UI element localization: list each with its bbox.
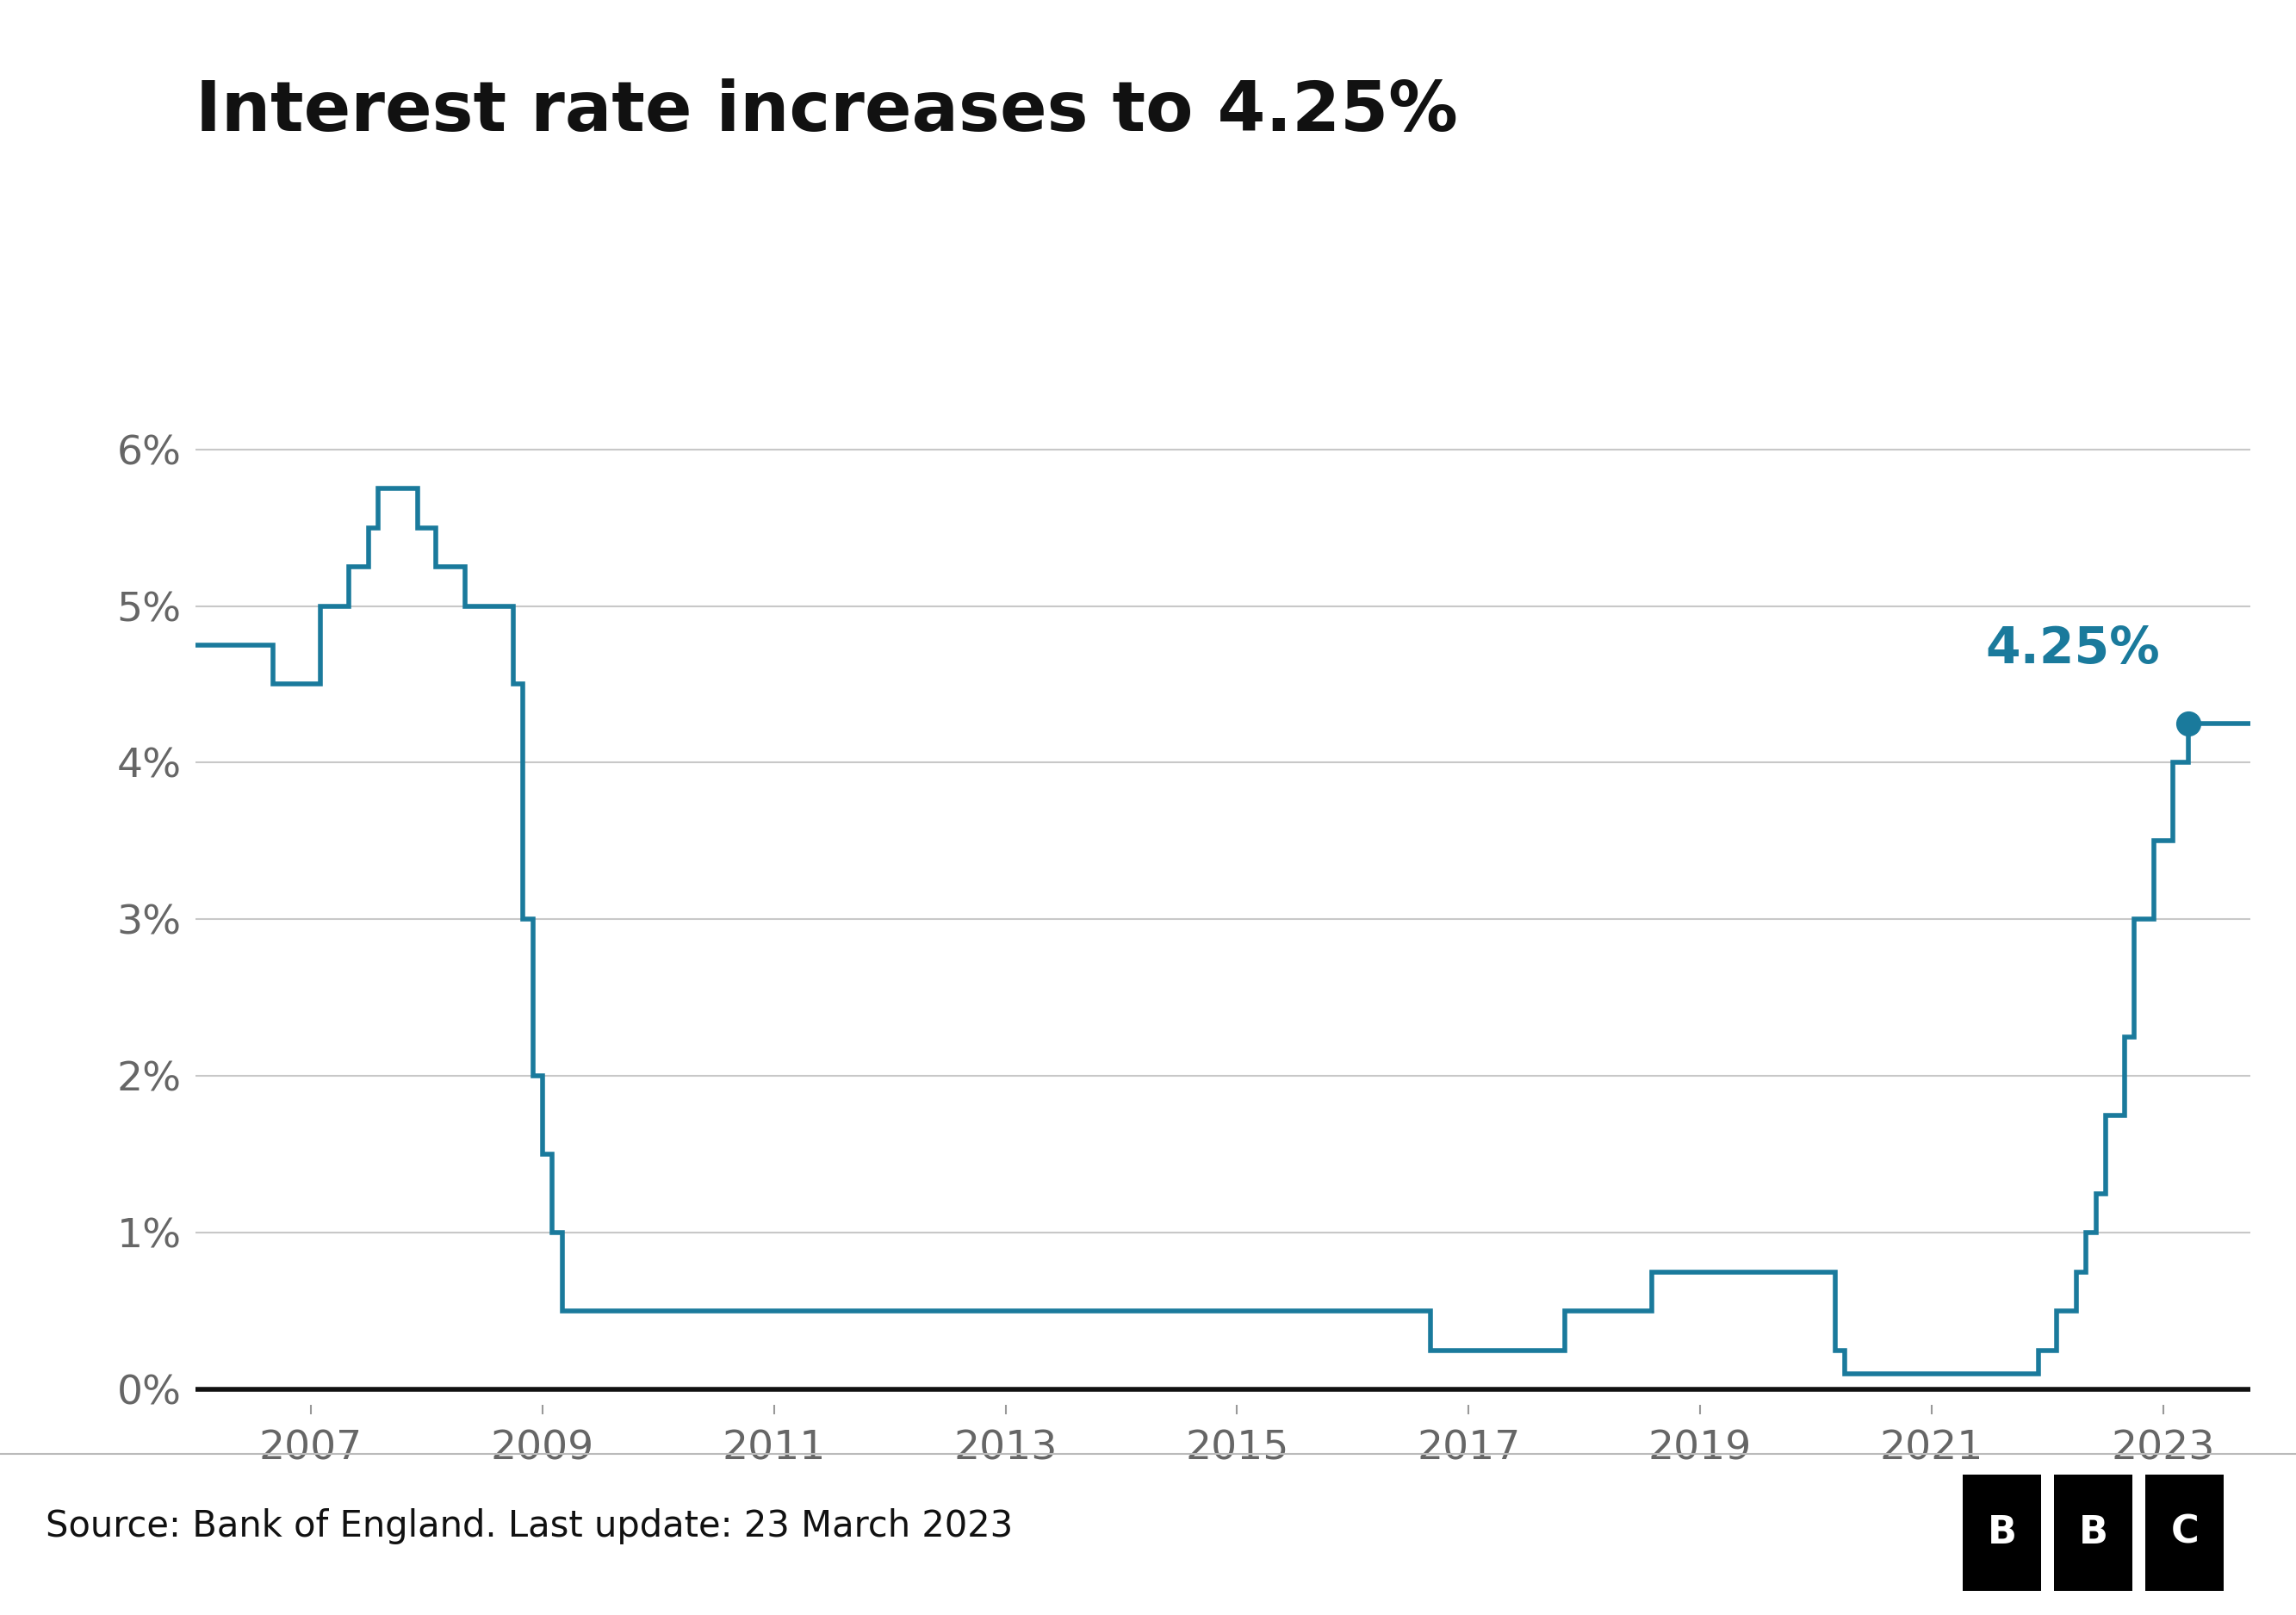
Text: B: B bbox=[2078, 1515, 2108, 1550]
Text: Interest rate increases to 4.25%: Interest rate increases to 4.25% bbox=[195, 78, 1458, 145]
Bar bbox=[2055, 1474, 2133, 1591]
Text: 4.25%: 4.25% bbox=[1986, 625, 2161, 673]
Bar bbox=[2147, 1474, 2225, 1591]
Text: C: C bbox=[2170, 1515, 2200, 1550]
Text: B: B bbox=[1988, 1515, 2016, 1550]
Bar bbox=[1963, 1474, 2041, 1591]
Text: Source: Bank of England. Last update: 23 March 2023: Source: Bank of England. Last update: 23… bbox=[46, 1508, 1013, 1544]
